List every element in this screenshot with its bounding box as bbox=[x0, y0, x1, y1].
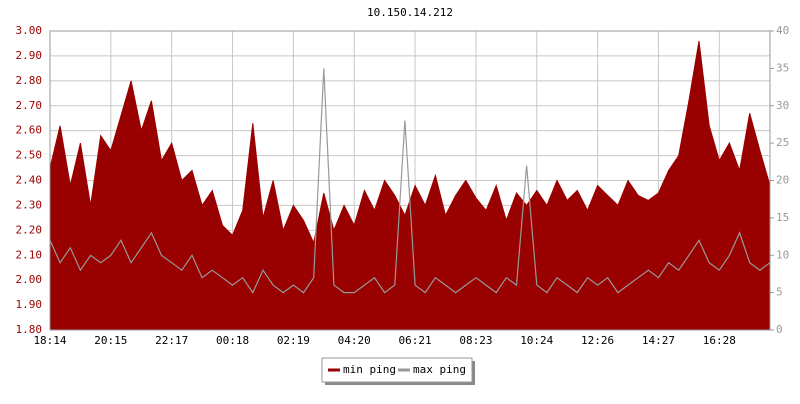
line bbox=[49, 68, 771, 294]
y2-tick-label: 30 bbox=[776, 99, 789, 112]
x-tick-label: 22:17 bbox=[155, 334, 188, 347]
x-tick-label: 02:19 bbox=[277, 334, 310, 347]
legend-label: max ping bbox=[413, 363, 466, 376]
x-tick-label: 06:21 bbox=[399, 334, 432, 347]
y-tick-label: 2.90 bbox=[16, 49, 43, 62]
y2-tick-label: 10 bbox=[776, 248, 789, 261]
y2-tick-label: 5 bbox=[776, 286, 783, 299]
y2-tick-label: 25 bbox=[776, 136, 789, 149]
x-tick-label: 16:28 bbox=[703, 334, 736, 347]
y-tick-label: 2.50 bbox=[16, 149, 43, 162]
y-tick-label: 2.00 bbox=[16, 273, 43, 286]
y2-tick-label: 20 bbox=[776, 174, 789, 187]
y-tick-label: 1.80 bbox=[16, 323, 43, 336]
y2-tick-label: 35 bbox=[776, 61, 789, 74]
y-tick-label: 1.90 bbox=[16, 298, 43, 311]
y-tick-label: 2.20 bbox=[16, 223, 43, 236]
legend-label: min ping bbox=[343, 363, 396, 376]
y2-tick-label: 0 bbox=[776, 323, 783, 336]
area bbox=[49, 40, 771, 331]
y-tick-label: 3.00 bbox=[16, 24, 43, 37]
y-tick-label: 2.80 bbox=[16, 74, 43, 87]
y-tick-label: 2.60 bbox=[16, 124, 43, 137]
x-tick-label: 04:20 bbox=[338, 334, 371, 347]
x-tick-label: 14:27 bbox=[642, 334, 675, 347]
chart-title: 10.150.14.212 bbox=[367, 6, 453, 19]
x-tick-label: 18:14 bbox=[33, 334, 66, 347]
x-tick-label: 10:24 bbox=[520, 334, 553, 347]
y-tick-label: 2.30 bbox=[16, 198, 43, 211]
x-tick-label: 20:15 bbox=[94, 334, 127, 347]
y2-tick-label: 15 bbox=[776, 211, 789, 224]
x-tick-label: 12:26 bbox=[581, 334, 614, 347]
y-tick-label: 2.10 bbox=[16, 248, 43, 261]
y-tick-label: 2.40 bbox=[16, 174, 43, 187]
legend-box bbox=[321, 357, 473, 383]
x-tick-label: 08:23 bbox=[459, 334, 492, 347]
plot-border bbox=[49, 30, 771, 331]
x-tick-label: 00:18 bbox=[216, 334, 249, 347]
y-tick-label: 2.70 bbox=[16, 99, 43, 112]
y2-tick-label: 40 bbox=[776, 24, 789, 37]
